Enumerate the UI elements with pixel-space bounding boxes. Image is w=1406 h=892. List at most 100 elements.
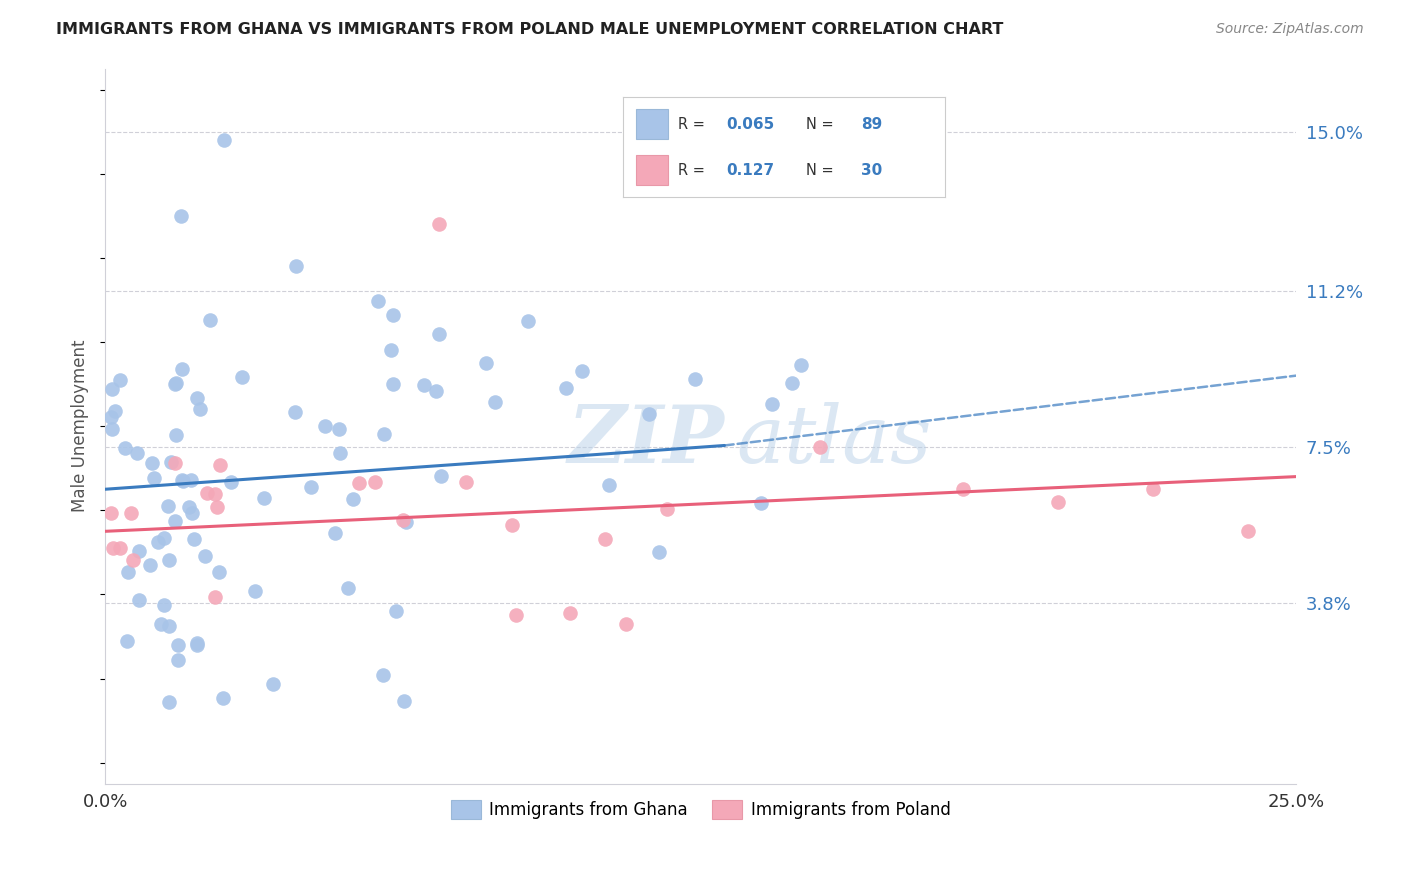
Point xyxy=(100,506,122,520)
Point xyxy=(299,480,322,494)
Legend: Immigrants from Ghana, Immigrants from Poland: Immigrants from Ghana, Immigrants from P… xyxy=(444,793,957,825)
Point xyxy=(392,694,415,708)
Point xyxy=(395,515,418,529)
Point xyxy=(516,314,538,328)
Point xyxy=(384,604,406,618)
Point xyxy=(146,535,169,549)
Point xyxy=(328,421,350,435)
Point xyxy=(204,590,226,604)
Point xyxy=(212,691,235,706)
Point xyxy=(186,391,208,405)
Point xyxy=(163,515,186,529)
Point xyxy=(153,598,176,612)
Point xyxy=(208,565,231,579)
Point xyxy=(425,384,447,398)
Point xyxy=(558,606,581,620)
Point xyxy=(183,533,205,547)
Point xyxy=(337,581,360,595)
Point xyxy=(231,369,253,384)
Point xyxy=(186,636,208,650)
Point xyxy=(115,634,138,648)
Point xyxy=(205,500,228,514)
Point xyxy=(166,638,188,652)
Point xyxy=(128,593,150,607)
Point xyxy=(571,364,593,378)
Point xyxy=(104,404,127,418)
Point xyxy=(177,500,200,514)
Point xyxy=(243,583,266,598)
Point xyxy=(342,491,364,506)
Point xyxy=(139,558,162,573)
Point xyxy=(122,553,145,567)
Point xyxy=(314,418,336,433)
Point xyxy=(120,506,142,520)
Point xyxy=(284,259,307,273)
Point xyxy=(172,474,194,488)
Point xyxy=(284,405,307,419)
Point xyxy=(114,441,136,455)
Point xyxy=(367,294,389,309)
Y-axis label: Male Unemployment: Male Unemployment xyxy=(72,340,89,512)
Point xyxy=(412,378,434,392)
Text: IMMIGRANTS FROM GHANA VS IMMIGRANTS FROM POLAND MALE UNEMPLOYMENT CORRELATION CH: IMMIGRANTS FROM GHANA VS IMMIGRANTS FROM… xyxy=(56,22,1004,37)
Point xyxy=(761,397,783,411)
Point xyxy=(349,475,371,490)
Point xyxy=(382,308,405,322)
Point xyxy=(157,499,180,513)
Point xyxy=(170,362,193,376)
Point xyxy=(160,455,183,469)
Point xyxy=(475,356,498,370)
Point xyxy=(329,446,352,460)
Point xyxy=(128,544,150,558)
Point xyxy=(501,518,523,533)
Text: ZIP: ZIP xyxy=(568,401,724,479)
Point xyxy=(170,209,193,223)
Point xyxy=(165,376,187,390)
Point xyxy=(323,526,346,541)
Point xyxy=(364,475,387,490)
Point xyxy=(614,616,637,631)
Point xyxy=(198,312,221,326)
Point xyxy=(180,506,202,520)
Point xyxy=(153,531,176,545)
Point xyxy=(555,381,578,395)
Point xyxy=(180,473,202,487)
Text: atlas: atlas xyxy=(737,401,932,479)
Point xyxy=(117,566,139,580)
Text: Source: ZipAtlas.com: Source: ZipAtlas.com xyxy=(1216,22,1364,37)
Point xyxy=(505,608,527,623)
Point xyxy=(197,485,219,500)
Point xyxy=(638,407,661,421)
Point xyxy=(141,456,163,470)
Point xyxy=(165,376,187,391)
Point xyxy=(952,482,974,496)
Point xyxy=(382,377,405,392)
Point xyxy=(456,475,478,489)
Point xyxy=(252,491,274,506)
Point xyxy=(392,513,415,527)
Point xyxy=(790,358,813,372)
Point xyxy=(780,376,803,391)
Point xyxy=(219,475,242,489)
Point xyxy=(165,428,187,442)
Point xyxy=(108,541,131,555)
Point xyxy=(194,549,217,564)
Point xyxy=(125,446,148,460)
Point xyxy=(101,422,124,436)
Point xyxy=(204,487,226,501)
Point xyxy=(150,617,173,632)
Point xyxy=(808,440,831,454)
Point xyxy=(101,382,124,396)
Point xyxy=(430,469,453,483)
Point xyxy=(172,473,194,487)
Point xyxy=(186,638,208,652)
Point xyxy=(166,652,188,666)
Point xyxy=(749,496,772,510)
Point xyxy=(188,402,211,417)
Point xyxy=(214,133,236,147)
Point xyxy=(427,326,450,341)
Point xyxy=(103,541,125,555)
Point xyxy=(208,458,231,472)
Point xyxy=(157,619,180,633)
Point xyxy=(157,552,180,566)
